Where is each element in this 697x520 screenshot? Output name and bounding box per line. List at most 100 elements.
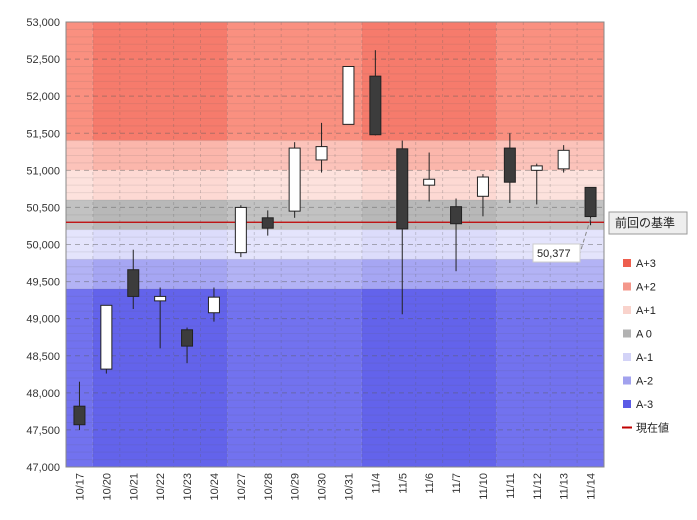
candle-body (234, 206, 247, 254)
legend-item: A+1 (623, 305, 656, 317)
band-aplus3 (361, 22, 497, 141)
band-aplus1 (92, 170, 228, 200)
candle-body (261, 217, 274, 229)
band-aminus3 (227, 289, 362, 467)
y-tick-label: 47,000 (26, 462, 60, 474)
band-aminus1 (92, 229, 228, 260)
callout-box (608, 211, 688, 235)
candle (342, 66, 355, 125)
x-tick-label: 11/4 (370, 473, 382, 494)
candle-body (288, 147, 301, 212)
candle-body (396, 148, 409, 230)
legend-swatch (623, 400, 631, 408)
candle (73, 381, 86, 430)
candle (530, 163, 543, 205)
candle-body (342, 66, 355, 125)
gridlines (66, 22, 604, 467)
candle-body (369, 75, 382, 136)
x-tick-label: 10/28 (263, 473, 275, 501)
y-tick-label: 51,500 (26, 128, 60, 140)
legend-swatch (623, 282, 631, 291)
candle-body (584, 186, 597, 218)
x-tick-label: 10/17 (74, 473, 86, 501)
candle (234, 205, 247, 258)
y-tick-label: 52,500 (26, 54, 60, 66)
band-aplus3 (66, 22, 93, 141)
band-a0 (66, 200, 93, 230)
legend-swatch (623, 259, 631, 267)
band-aminus1 (361, 229, 497, 260)
candle (207, 287, 220, 322)
candle (261, 210, 274, 236)
band-aplus2 (92, 140, 228, 171)
y-tick-label: 48,500 (26, 351, 60, 363)
x-tick-label: 10/23 (182, 473, 194, 501)
candle-body (127, 269, 140, 297)
candle-body (450, 206, 463, 225)
x-tick-label: 10/21 (128, 473, 140, 501)
legend-item: A-1 (623, 352, 653, 364)
x-tick-label: 10/22 (155, 473, 167, 501)
x-tick-label: 10/31 (343, 473, 355, 501)
candle (127, 249, 140, 310)
legend-item: 現在値 (622, 422, 669, 435)
x-tick-label: 11/6 (424, 473, 436, 494)
legend-label: A+2 (636, 282, 656, 294)
last-price-box (532, 243, 581, 263)
legend-label: A+3 (636, 258, 656, 270)
candle-body (557, 149, 570, 170)
x-tick-label: 11/12 (532, 473, 544, 500)
legend-swatch (623, 353, 631, 361)
last-price-label: 50,377 (532, 243, 581, 263)
band-aminus3 (361, 289, 497, 467)
candle (450, 198, 463, 272)
candle (503, 133, 516, 203)
band-aminus2 (496, 259, 604, 289)
legend-label: A-1 (636, 352, 653, 364)
x-tick-label: 10/20 (101, 473, 113, 501)
legend-item: A+3 (623, 258, 656, 270)
x-tick-label: 10/24 (209, 473, 221, 501)
candle (423, 152, 436, 202)
y-tick-label: 49,500 (26, 277, 60, 289)
band-aplus1 (66, 170, 93, 200)
x-tick-label: 11/11 (505, 473, 517, 499)
legend: A+3 A+2 A+1 A 0 A-1 A-2 A-3 現在値 (622, 258, 669, 435)
candle-body (100, 304, 113, 370)
y-tick-label: 50,000 (26, 240, 60, 252)
candle (369, 50, 382, 136)
candle (396, 140, 409, 315)
legend-label: 現在値 (636, 422, 669, 435)
legend-label: A-2 (636, 376, 653, 388)
x-tick-label: 11/7 (451, 473, 463, 494)
band-aminus2 (227, 259, 362, 289)
legend-swatch (623, 306, 631, 314)
candle (100, 304, 113, 374)
band-aminus3 (496, 289, 604, 467)
x-tick-label: 10/27 (236, 473, 248, 501)
x-tick-label: 11/10 (478, 473, 490, 500)
x-tick-label: 11/14 (586, 473, 598, 500)
band-aminus1 (66, 229, 93, 260)
candle-body (476, 176, 489, 197)
candle-body (503, 147, 516, 183)
candle (557, 145, 570, 173)
callout-label: 前回の基準 (615, 215, 675, 230)
candle (154, 287, 167, 349)
candle (288, 142, 301, 218)
band-aminus1 (227, 229, 362, 260)
legend-label: A+1 (636, 305, 656, 317)
band-a0 (92, 200, 228, 230)
candle (315, 122, 328, 173)
band-aplus3 (92, 22, 228, 141)
candle-body (73, 405, 86, 426)
y-tick-label: 53,000 (26, 17, 60, 29)
band-aminus3 (66, 289, 93, 467)
legend-swatch (623, 329, 631, 338)
plot-area-border (65, 21, 605, 468)
y-axis: 47,000 47,500 48,000 48,500 49,000 49,500 50,0… (26, 17, 60, 474)
band-aminus2 (361, 259, 497, 289)
candle-body (530, 165, 543, 171)
legend-label: A-3 (636, 399, 653, 411)
y-tick-label: 51,000 (26, 165, 60, 177)
